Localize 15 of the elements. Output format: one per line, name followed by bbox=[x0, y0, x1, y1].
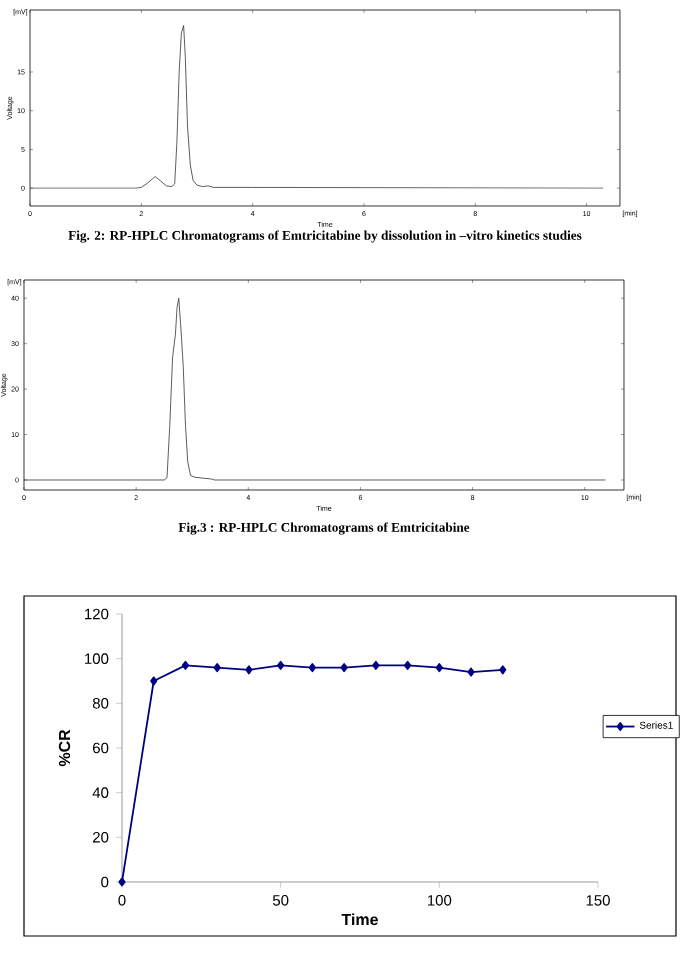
point bbox=[499, 665, 507, 675]
point bbox=[403, 660, 412, 670]
point bbox=[467, 667, 475, 677]
point bbox=[277, 660, 285, 670]
point bbox=[308, 663, 316, 673]
point bbox=[213, 663, 221, 673]
point bbox=[340, 663, 348, 673]
point bbox=[150, 676, 158, 686]
x-axis-title: Time bbox=[341, 913, 378, 926]
y-axis-title: %CR bbox=[58, 729, 71, 767]
point bbox=[245, 665, 253, 675]
point bbox=[435, 663, 443, 673]
point bbox=[372, 660, 380, 670]
point bbox=[181, 660, 190, 670]
point bbox=[118, 877, 126, 887]
